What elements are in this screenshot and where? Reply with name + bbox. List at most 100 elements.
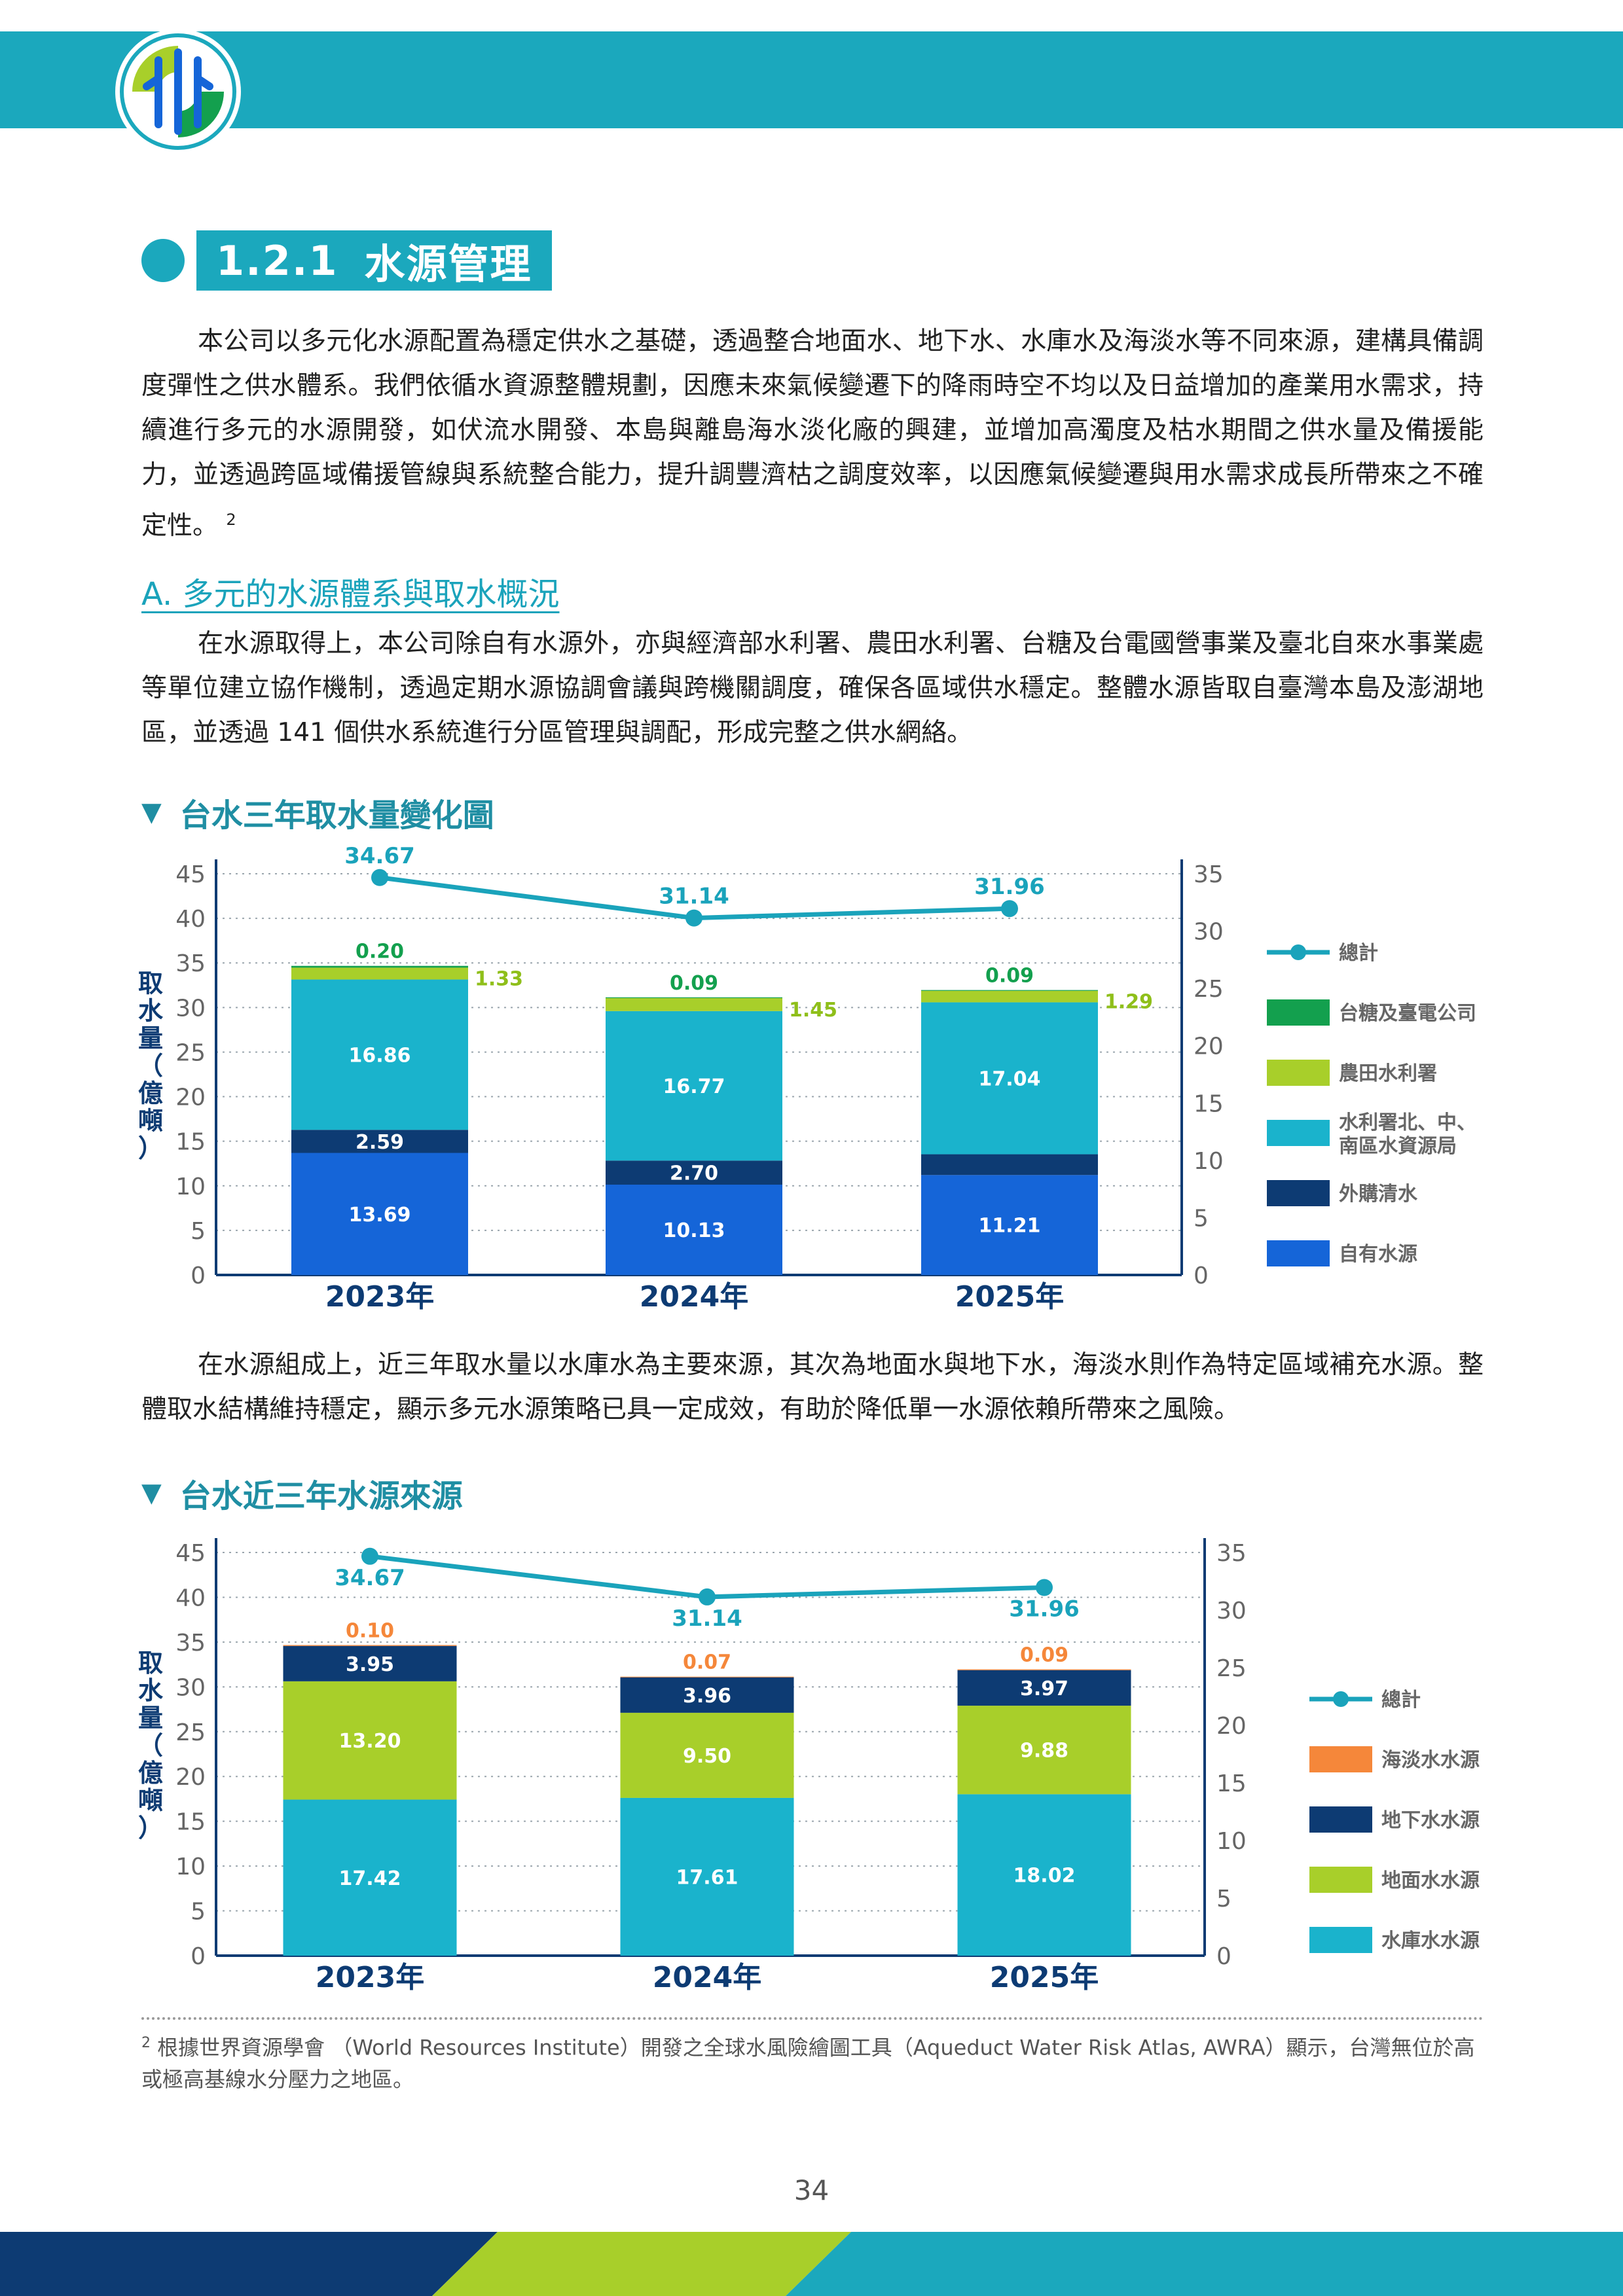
y-tick-label: 30 [175, 995, 206, 1022]
total-point [1001, 900, 1018, 918]
chart1-title: ▼ 台水三年取水量變化圖 [141, 789, 494, 835]
bar-segment [291, 979, 468, 1130]
bar-segment [283, 1681, 457, 1800]
bar-value-label: 16.77 [663, 1075, 725, 1098]
section-title-box: 1.2.1 水源管理 [196, 230, 552, 291]
legend-label: 總計 [1339, 942, 1378, 965]
legend-label: 台糖及臺電公司 [1339, 1002, 1476, 1025]
bar-value-label: 2.70 [670, 1162, 718, 1185]
chart2-title: ▼ 台水近三年水源來源 [141, 1470, 463, 1516]
bar-value-label: 17.42 [339, 1867, 401, 1890]
x-tick-label: 2025年 [955, 1280, 1064, 1314]
bar-value-label: 10.13 [663, 1219, 725, 1242]
subsection-paragraph: 在水源取得上，本公司除自有水源外，亦與經濟部水利署、農田水利署、台糖及台電國營事… [141, 629, 1484, 747]
legend-label: 水利署北、中、南區水資源局 [1339, 1111, 1476, 1158]
y-tick-label: 25 [175, 1039, 206, 1066]
legend-label: 海淡水水源 [1381, 1749, 1480, 1772]
y2-tick-label: 10 [1194, 1148, 1224, 1175]
legend-swatch [1267, 1240, 1330, 1266]
y-tick-label: 10 [175, 1854, 206, 1880]
bar-value-label: 3.96 [683, 1685, 731, 1708]
bar-value-label: 17.04 [979, 1067, 1041, 1090]
x-tick-label: 2025年 [990, 1961, 1099, 1994]
y-tick-label: 15 [175, 1809, 206, 1836]
legend-label: 地下水水源 [1381, 1809, 1480, 1832]
bar-segment [283, 1645, 457, 1681]
total-point [371, 869, 388, 886]
y-tick-label: 15 [175, 1129, 206, 1156]
total-value-label: 34.67 [344, 843, 415, 869]
bar-value-label: 13.69 [349, 1204, 411, 1227]
y2-tick-label: 5 [1194, 1205, 1209, 1232]
y2-tick-label: 30 [1216, 1598, 1247, 1624]
bar-value-label: 16.86 [349, 1044, 411, 1067]
bar-value-label: 2.59 [356, 1131, 404, 1154]
total-value-label: 31.96 [1009, 1596, 1080, 1623]
y-tick-label: 35 [175, 1630, 206, 1657]
y2-tick-label: 35 [1194, 861, 1224, 888]
bar-value-label: 0.10 [346, 1619, 394, 1642]
y-tick-label: 40 [175, 906, 206, 933]
total-value-label: 31.96 [974, 874, 1045, 900]
legend-label: 農田水利署 [1339, 1062, 1437, 1085]
total-value-label: 34.67 [335, 1565, 405, 1591]
footnote-ref: 2 [226, 511, 236, 529]
footnote-text: 根據世界資源學會 （World Resources Institute）開發之全… [141, 2035, 1475, 2092]
bar-value-label: 9.50 [683, 1745, 731, 1768]
y-tick-label: 0 [191, 1263, 206, 1289]
legend-swatch [1267, 1120, 1330, 1146]
bar-segment [291, 1130, 468, 1153]
footnote-divider [141, 2017, 1484, 2020]
x-tick-label: 2023年 [325, 1280, 434, 1314]
bar-value-label: 9.88 [1020, 1740, 1068, 1763]
bar-segment [606, 998, 782, 1011]
total-point [699, 1588, 716, 1605]
y-tick-label: 30 [175, 1674, 206, 1701]
bar-segment [291, 1153, 468, 1275]
bar-segment [620, 1712, 794, 1798]
legend-swatch [1309, 1746, 1372, 1772]
y-tick-label: 25 [175, 1719, 206, 1746]
bar-segment [620, 1677, 794, 1713]
bar-value-label: 0.09 [1020, 1644, 1068, 1667]
bar-value-label: 0.09 [985, 965, 1034, 988]
y-tick-label: 5 [191, 1899, 206, 1926]
bar-segment [283, 1799, 457, 1956]
bar-value-label: 1.33 [475, 968, 523, 991]
chart2-title-text: 台水近三年水源來源 [179, 1478, 463, 1515]
bar-value-label: 1.29 [1104, 991, 1153, 1014]
water-composition-paragraph: 在水源組成上，近三年取水量以水庫水為主要來源，其次為地面水與地下水，海淡水則作為… [141, 1350, 1484, 1424]
legend-label: 自有水源 [1339, 1243, 1417, 1266]
footnote-number: 2 [141, 2035, 151, 2051]
legend-swatch [1267, 1060, 1330, 1086]
section-bullet-icon [141, 239, 185, 282]
water-company-logo-icon [115, 29, 241, 154]
bar-segment [921, 1154, 1098, 1175]
triangle-down-icon: ▼ [141, 1478, 162, 1508]
bar-segment [606, 1011, 782, 1161]
y-tick-label: 20 [175, 1764, 206, 1791]
legend-line-marker [1333, 1691, 1349, 1707]
legend-swatch [1309, 1867, 1372, 1893]
y-tick-label: 10 [175, 1174, 206, 1200]
y2-tick-label: 10 [1216, 1828, 1247, 1855]
y2-tick-label: 20 [1194, 1033, 1224, 1060]
y-tick-label: 0 [191, 1943, 206, 1970]
bar-segment [921, 1002, 1098, 1155]
bar-segment [606, 1160, 782, 1185]
bar-value-label: 17.61 [676, 1866, 739, 1889]
bar-segment [921, 990, 1098, 991]
total-point [685, 909, 702, 927]
section-heading: 1.2.1 水源管理 [141, 230, 552, 291]
bar-value-label: 0.09 [670, 972, 718, 995]
y2-tick-label: 15 [1194, 1090, 1224, 1117]
bar-segment [291, 967, 468, 980]
footnote: 2 根據世界資源學會 （World Resources Institute）開發… [141, 2028, 1490, 2095]
legend-swatch [1309, 1806, 1372, 1833]
bar-value-label: 3.95 [346, 1653, 394, 1676]
x-tick-label: 2024年 [653, 1961, 761, 1994]
y2-tick-label: 25 [1216, 1655, 1247, 1682]
bar-segment [620, 1797, 794, 1956]
legend-label: 外購清水 [1339, 1183, 1418, 1206]
subsection-title: A. 多元的水源體系與取水概況 [141, 576, 560, 613]
